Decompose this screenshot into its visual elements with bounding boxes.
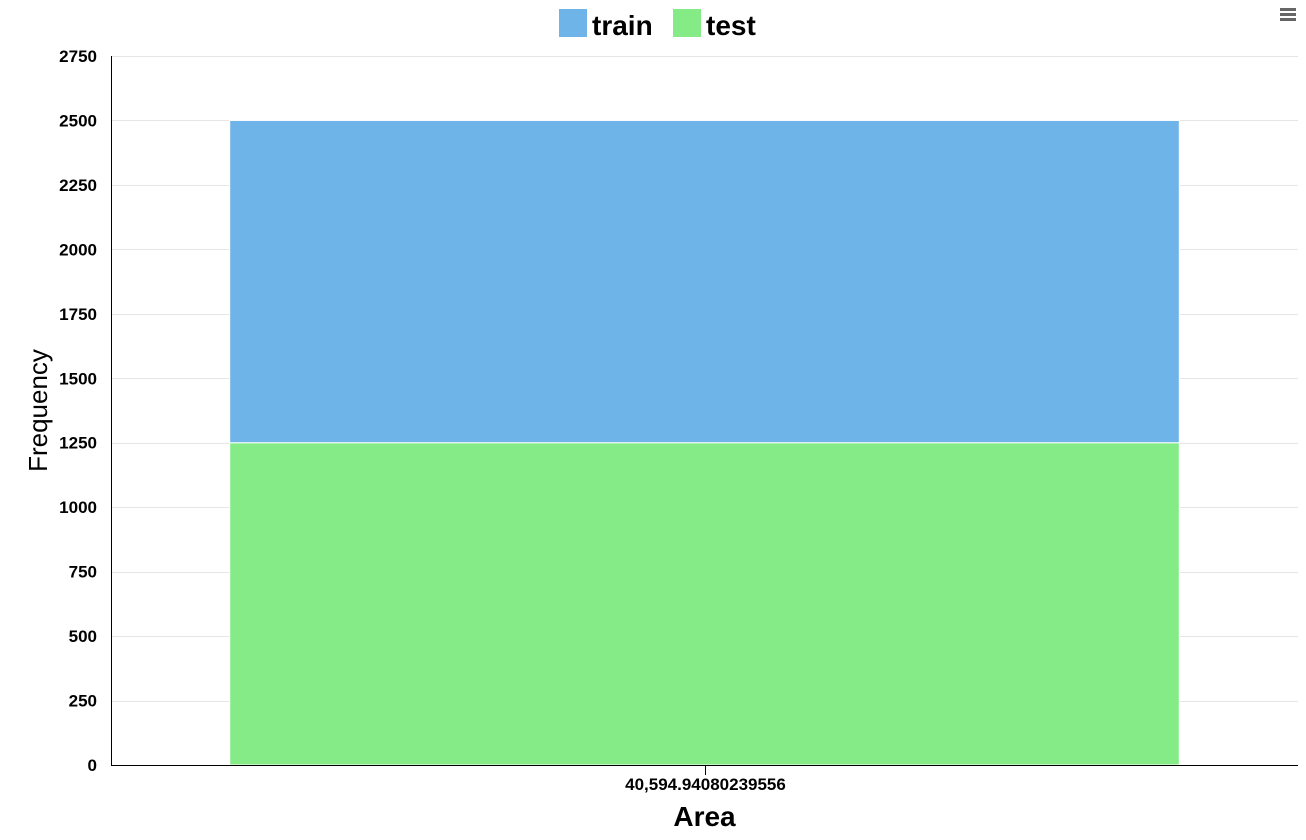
legend-swatch-test[interactable]	[673, 9, 701, 37]
y-tick-label: 2000	[59, 240, 97, 259]
y-tick-label: 1500	[59, 369, 97, 388]
y-tick-label: 500	[69, 627, 97, 646]
legend-label-train[interactable]: train	[592, 10, 653, 41]
bar-test[interactable]	[229, 442, 1180, 766]
y-tick-labels: 0 250 500 750 1000 1250 1500 1750 2000 2250 2500 27…	[59, 47, 97, 775]
y-tick-label: 2500	[59, 111, 97, 130]
x-tick-label: 40,594.94080239556	[625, 775, 786, 794]
x-axis-title: Area	[673, 801, 736, 832]
legend-swatch-train[interactable]	[559, 9, 587, 37]
y-tick-label: 2250	[59, 176, 97, 195]
y-tick-label: 0	[88, 756, 97, 775]
legend: train test	[559, 9, 756, 41]
bars	[229, 119, 1180, 766]
bar-train[interactable]	[229, 119, 1180, 444]
y-tick-label: 1000	[59, 498, 97, 517]
legend-label-test[interactable]: test	[706, 10, 756, 41]
x-tick-labels: 40,594.94080239556	[625, 765, 786, 794]
y-tick-label: 1250	[59, 434, 97, 453]
y-axis-title: Frequency	[23, 349, 53, 472]
hamburger-menu-icon[interactable]	[1276, 4, 1300, 26]
y-tick-label: 750	[69, 563, 97, 582]
y-tick-label: 2750	[59, 47, 97, 66]
axes	[111, 56, 1298, 766]
y-tick-label: 1750	[59, 305, 97, 324]
y-tick-label: 250	[69, 692, 97, 711]
